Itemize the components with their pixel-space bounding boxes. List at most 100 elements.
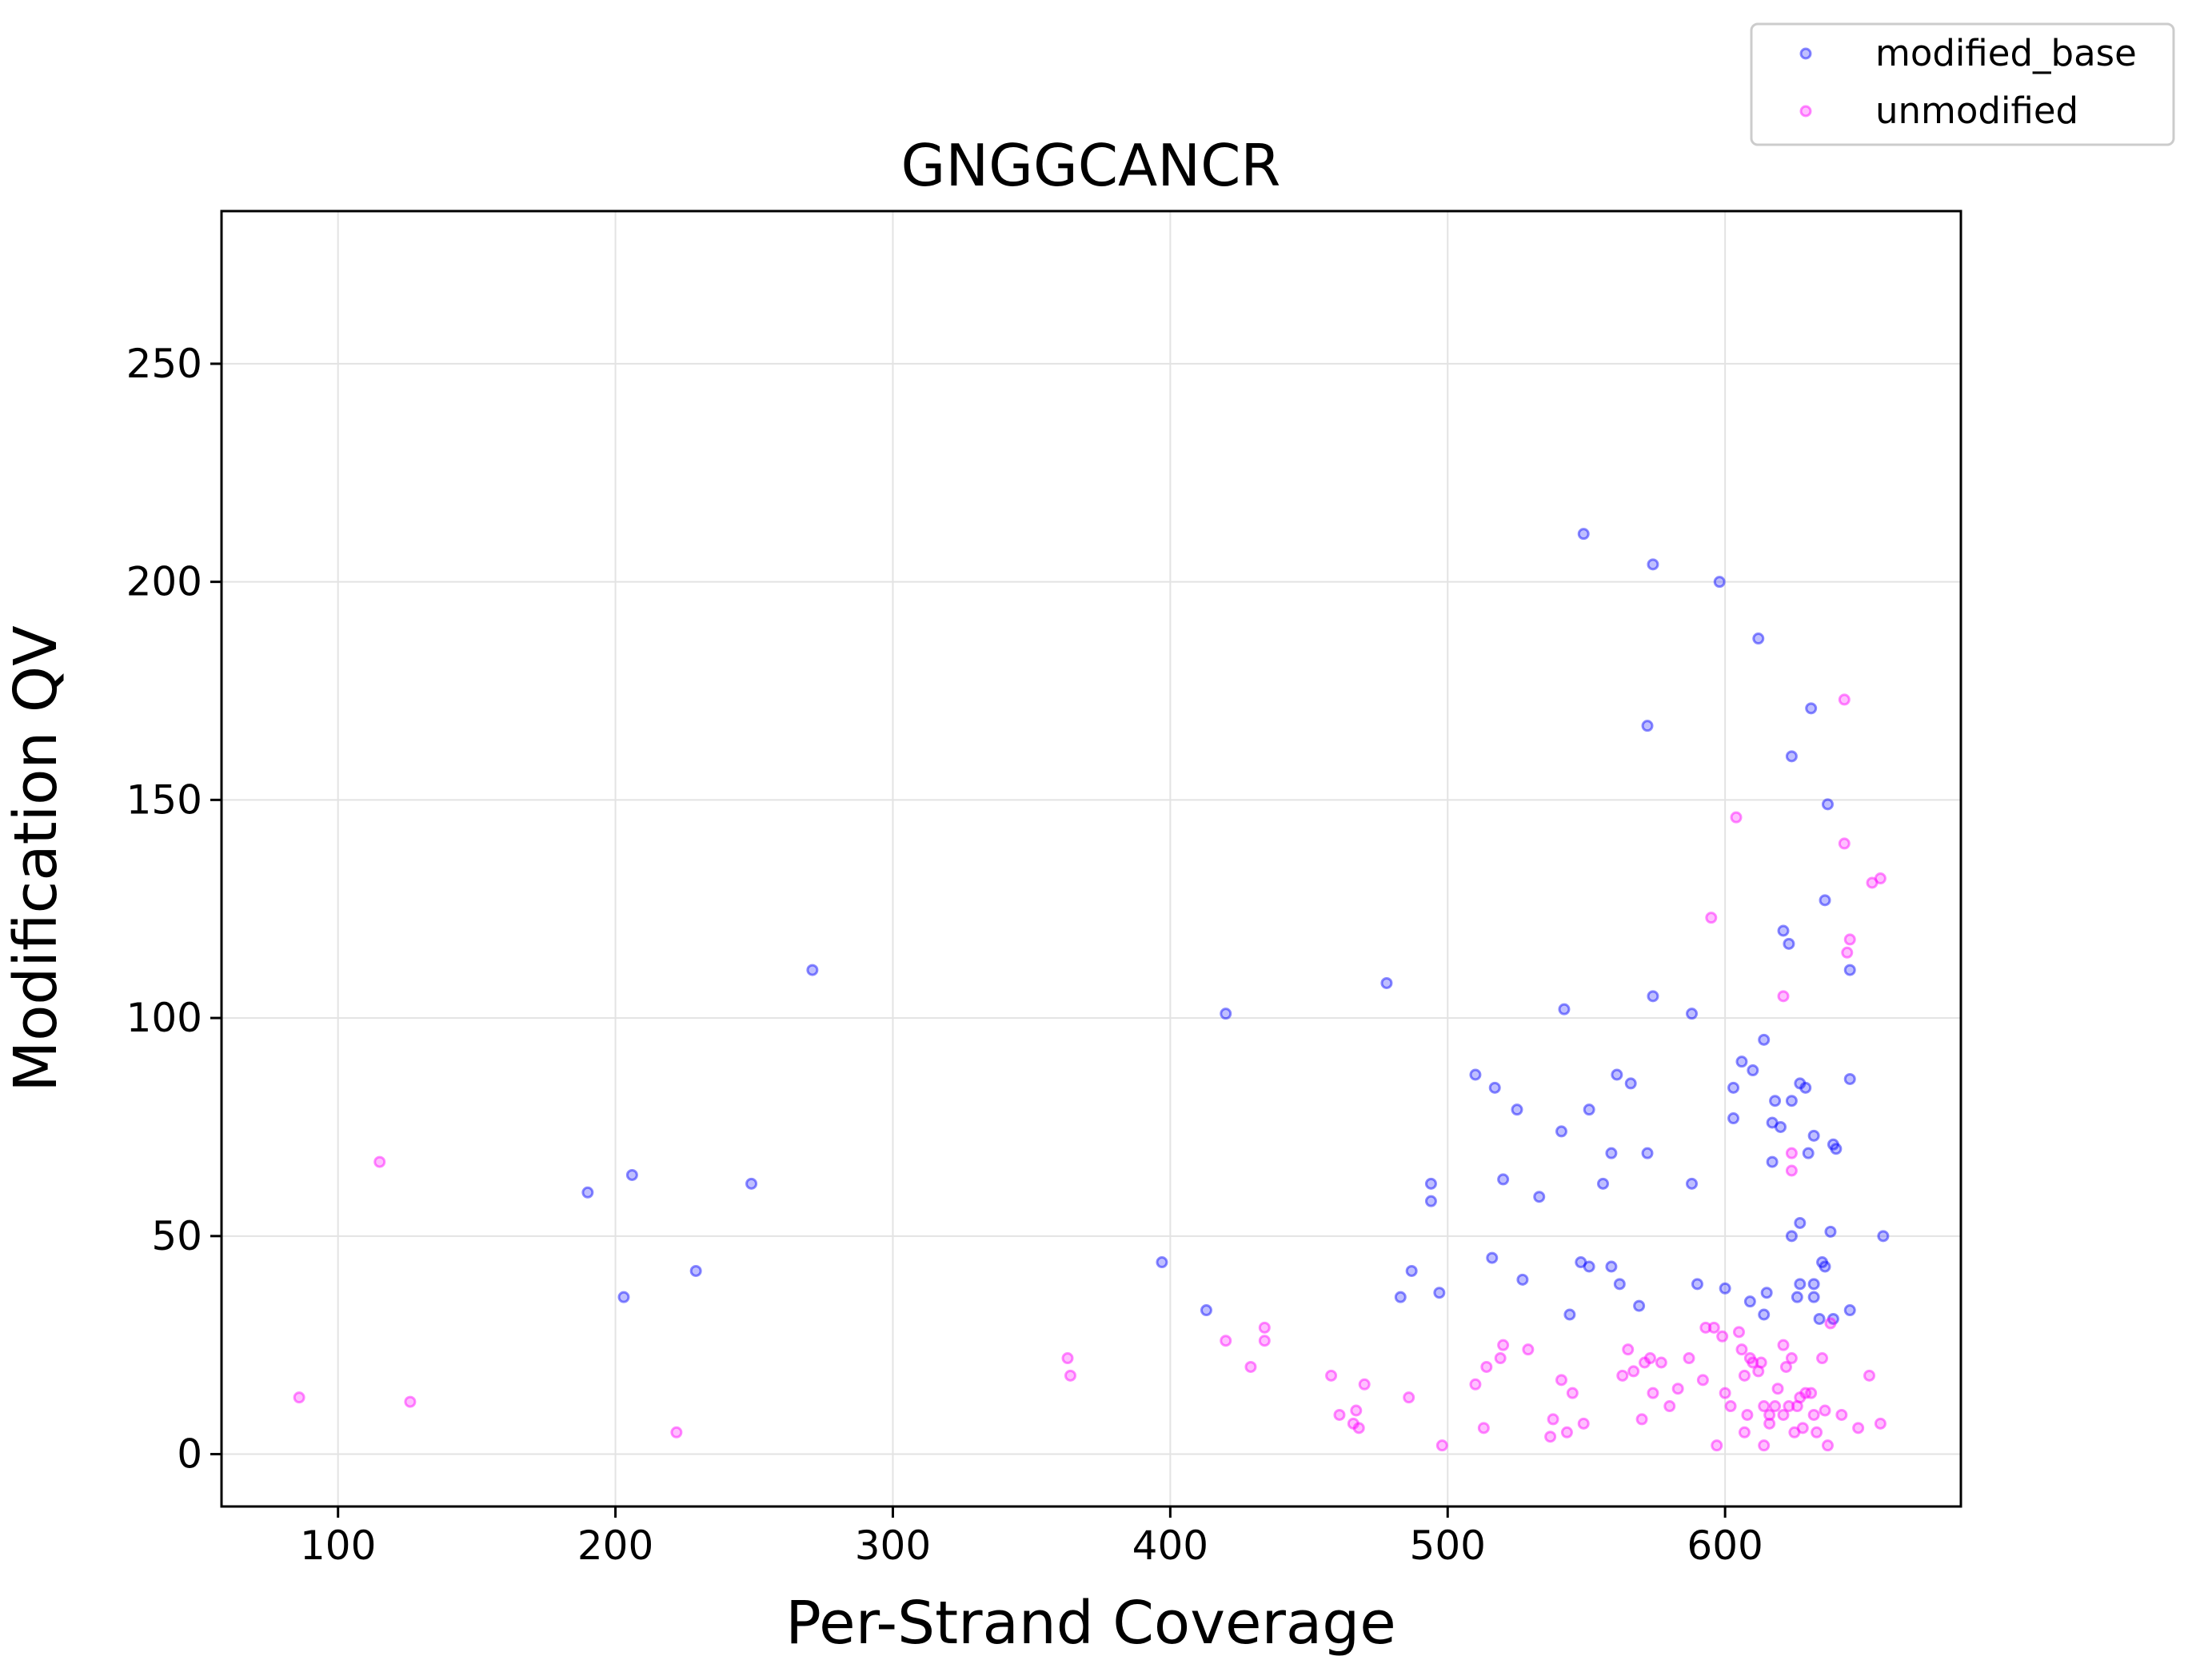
x-axis-label: Per-Strand Coverage (785, 1589, 1396, 1658)
data-point (1763, 1408, 1776, 1421)
data-point (1843, 964, 1856, 976)
data-point (1624, 1077, 1637, 1090)
data-point (1258, 1321, 1271, 1334)
data-point (1743, 1295, 1756, 1308)
data-point (1643, 1352, 1656, 1365)
data-point (1641, 720, 1654, 732)
data-point (1671, 1383, 1684, 1395)
y-tick-label: 150 (126, 776, 202, 823)
x-tick-label: 100 (300, 1522, 376, 1569)
data-point (1747, 1356, 1759, 1369)
data-point (1758, 1033, 1771, 1046)
data-point (1716, 1330, 1729, 1343)
data-point (1477, 1422, 1490, 1435)
data-point (1805, 1387, 1818, 1399)
data-point (1635, 1413, 1648, 1426)
data-point (1727, 1081, 1740, 1094)
data-point (1639, 1356, 1651, 1369)
data-point (1633, 1299, 1646, 1312)
data-point (1605, 1260, 1618, 1273)
data-point (1583, 1103, 1595, 1116)
data-point (1813, 1312, 1826, 1325)
data-point (1064, 1369, 1076, 1382)
data-point (1575, 1256, 1587, 1269)
data-point (745, 1177, 758, 1190)
x-tick-label: 500 (1410, 1522, 1486, 1569)
legend-marker-unmodified (1799, 105, 1812, 118)
data-point (1802, 1147, 1815, 1159)
data-point (1558, 1003, 1571, 1016)
data-point (1783, 937, 1795, 950)
data-point (581, 1186, 594, 1199)
data-point (1830, 1143, 1843, 1155)
data-point (1511, 1103, 1523, 1116)
data-point (1358, 1378, 1371, 1391)
data-point (1469, 1068, 1482, 1081)
data-point (1794, 1278, 1807, 1291)
data-point (1819, 894, 1831, 907)
data-point (1735, 1343, 1748, 1356)
data-point (1785, 1095, 1798, 1107)
data-point (1807, 1278, 1820, 1291)
data-point (1533, 1191, 1546, 1203)
data-point (1732, 1326, 1745, 1339)
plot-series (293, 528, 1890, 1452)
data-point (1794, 1216, 1807, 1229)
data-point (1766, 1155, 1779, 1168)
data-point (1403, 1391, 1415, 1404)
data-point (1325, 1369, 1338, 1382)
data-point (1711, 1439, 1723, 1452)
data-point (1843, 933, 1856, 946)
data-point (1760, 1287, 1773, 1299)
data-point (1663, 1400, 1676, 1413)
data-point (1874, 1417, 1887, 1430)
data-point (1333, 1408, 1346, 1421)
legend-marker-modified-base (1799, 47, 1812, 60)
legend: modified_base unmodified (1750, 22, 2175, 146)
data-point (1258, 1335, 1271, 1347)
data-point (1627, 1365, 1640, 1378)
data-point (1686, 1008, 1699, 1020)
x-tick-label: 600 (1687, 1522, 1763, 1569)
data-point (1522, 1343, 1535, 1356)
data-point (1583, 1260, 1595, 1273)
data-point (1777, 1339, 1790, 1351)
data-point (1699, 1321, 1712, 1334)
data-point (1758, 1308, 1771, 1321)
data-point (1824, 1225, 1837, 1238)
data-point (1863, 1369, 1876, 1382)
data-point (1380, 976, 1393, 989)
series-unmodified (293, 693, 1887, 1452)
data-point (1811, 1426, 1823, 1439)
data-point (1547, 1413, 1559, 1426)
data-point (1566, 1387, 1579, 1399)
data-point (1613, 1278, 1626, 1291)
data-point (373, 1155, 386, 1168)
chart-title: GNGGCANCR (901, 132, 1281, 199)
data-point (1738, 1369, 1751, 1382)
data-point (1769, 1095, 1782, 1107)
legend-label-unmodified: unmodified (1875, 90, 2078, 132)
data-point (617, 1291, 630, 1303)
data-point (1824, 1317, 1837, 1330)
data-point (670, 1426, 683, 1439)
data-point (1560, 1426, 1573, 1439)
x-tick-label: 300 (855, 1522, 931, 1569)
data-point (1220, 1335, 1232, 1347)
data-point (404, 1395, 417, 1408)
data-point (1424, 1177, 1437, 1190)
data-point (1544, 1431, 1557, 1443)
data-point (1647, 1387, 1659, 1399)
data-point (1821, 1439, 1834, 1452)
data-point (1352, 1422, 1365, 1435)
grid-lines (222, 211, 1961, 1506)
data-point (1405, 1264, 1418, 1277)
data-point (1577, 1417, 1590, 1430)
data-point (1807, 1129, 1820, 1142)
data-point (1347, 1417, 1360, 1430)
data-point (1494, 1352, 1507, 1365)
data-point (293, 1391, 305, 1404)
series-modified-base (581, 528, 1890, 1325)
data-point (1735, 1055, 1748, 1068)
data-point (1838, 693, 1851, 706)
